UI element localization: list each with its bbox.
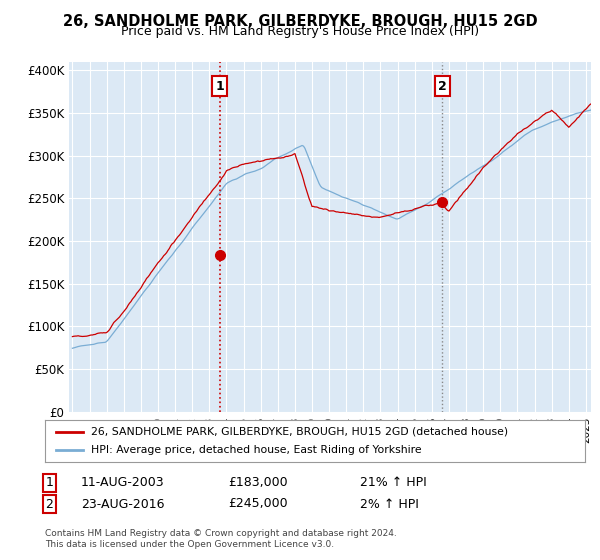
Text: 21% ↑ HPI: 21% ↑ HPI <box>360 476 427 489</box>
Text: 1: 1 <box>215 80 224 92</box>
Text: £245,000: £245,000 <box>228 497 287 511</box>
Text: 23-AUG-2016: 23-AUG-2016 <box>81 497 164 511</box>
Text: Price paid vs. HM Land Registry's House Price Index (HPI): Price paid vs. HM Land Registry's House … <box>121 25 479 38</box>
Text: 26, SANDHOLME PARK, GILBERDYKE, BROUGH, HU15 2GD: 26, SANDHOLME PARK, GILBERDYKE, BROUGH, … <box>62 14 538 29</box>
Text: 26, SANDHOLME PARK, GILBERDYKE, BROUGH, HU15 2GD (detached house): 26, SANDHOLME PARK, GILBERDYKE, BROUGH, … <box>91 427 508 437</box>
Text: 1: 1 <box>45 476 53 489</box>
Text: £183,000: £183,000 <box>228 476 287 489</box>
Text: 2: 2 <box>438 80 447 92</box>
Text: 2: 2 <box>45 497 53 511</box>
Text: Contains HM Land Registry data © Crown copyright and database right 2024.
This d: Contains HM Land Registry data © Crown c… <box>45 529 397 549</box>
Text: 2% ↑ HPI: 2% ↑ HPI <box>360 497 419 511</box>
Text: 11-AUG-2003: 11-AUG-2003 <box>81 476 164 489</box>
Text: HPI: Average price, detached house, East Riding of Yorkshire: HPI: Average price, detached house, East… <box>91 445 422 455</box>
